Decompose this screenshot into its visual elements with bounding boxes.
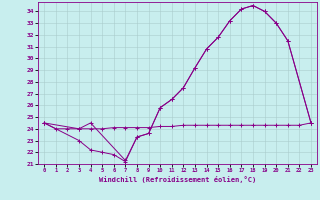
X-axis label: Windchill (Refroidissement éolien,°C): Windchill (Refroidissement éolien,°C) — [99, 176, 256, 183]
